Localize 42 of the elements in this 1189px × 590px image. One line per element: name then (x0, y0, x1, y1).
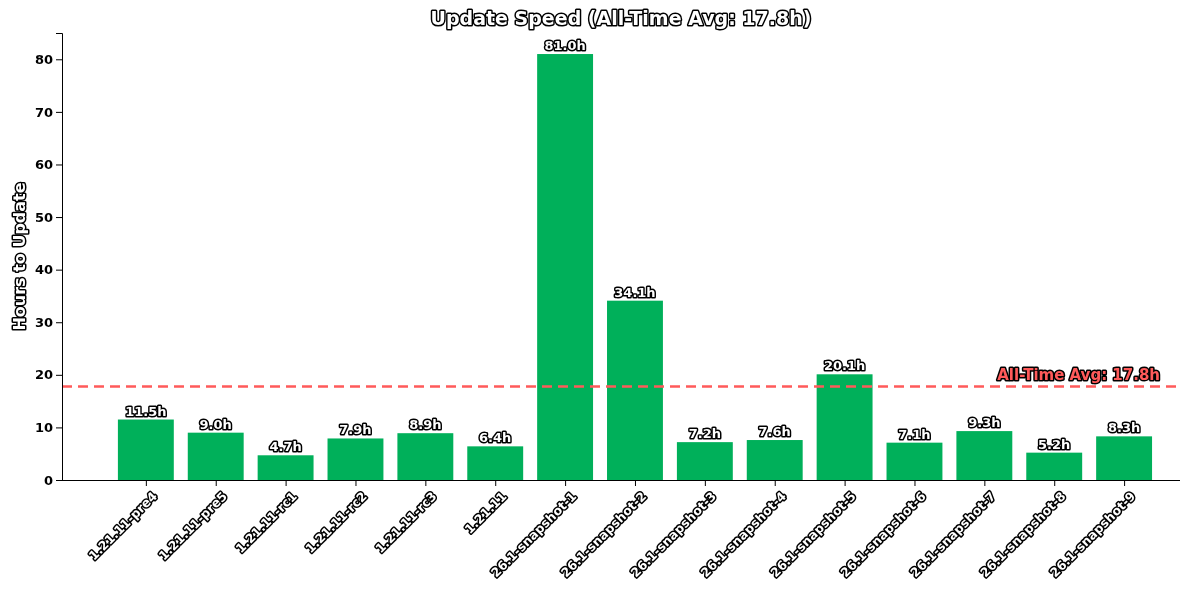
data-label: 20.1h (823, 358, 866, 374)
data-label: 11.5h (125, 403, 167, 419)
data-label: 81.0h (544, 38, 586, 54)
bar (117, 419, 174, 480)
data-label: 34.1h (614, 284, 656, 300)
y-tick-label: 10 (34, 420, 53, 436)
data-label: 4.7h (269, 439, 302, 455)
bar (467, 446, 524, 480)
chart-title: Update Speed (All-Time Avg: 17.8h) (430, 7, 812, 29)
data-label: 8.3h (1107, 420, 1141, 436)
data-label: 8.9h (409, 417, 442, 433)
bar (1096, 436, 1153, 480)
data-label: 6.4h (479, 430, 512, 446)
bar (886, 442, 943, 480)
bar (1026, 452, 1083, 480)
bar (327, 438, 384, 480)
y-tick-label: 20 (34, 367, 53, 383)
bar (746, 440, 803, 480)
bar (816, 374, 873, 480)
y-tick-label: 30 (34, 314, 53, 330)
ref-line-label: All-Time Avg: 17.8h (997, 366, 1161, 385)
data-label: 5.2h (1038, 436, 1071, 452)
data-label: 7.2h (688, 426, 721, 442)
bar (537, 54, 594, 480)
bar (397, 433, 454, 480)
data-label: 7.6h (758, 424, 791, 440)
bar (187, 432, 244, 480)
y-tick-label: 70 (34, 104, 53, 120)
bar (607, 300, 663, 480)
y-axis-title: Hours to Update (10, 182, 29, 331)
bar (676, 442, 733, 480)
y-tick-label: 50 (34, 209, 53, 225)
y-tick-label: 60 (34, 157, 53, 173)
data-label: 7.9h (339, 422, 372, 438)
data-label: 7.1h (898, 426, 931, 442)
bar (257, 455, 314, 480)
y-tick-label: 0 (43, 472, 53, 488)
bar (956, 431, 1013, 480)
y-tick-label: 40 (34, 262, 53, 278)
y-tick-label: 80 (34, 51, 53, 67)
data-label: 9.3h (968, 415, 1001, 431)
data-label: 9.0h (199, 416, 232, 432)
